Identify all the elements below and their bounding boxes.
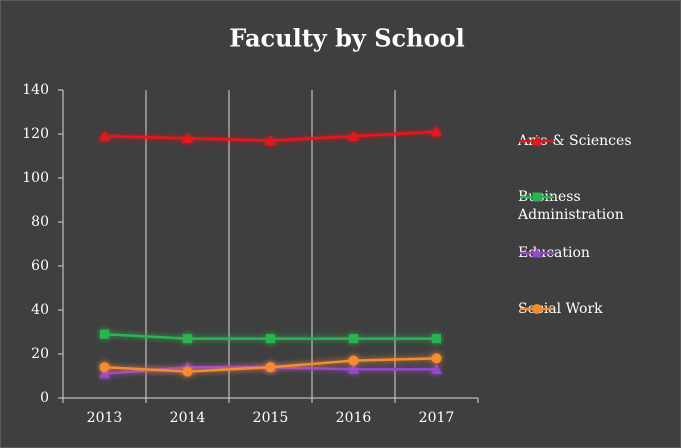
y-tick-label: 40: [31, 302, 49, 318]
marker: [348, 355, 359, 366]
marker: [349, 334, 358, 344]
marker: [266, 334, 275, 344]
x-tick-label: 2016: [336, 410, 372, 426]
marker: [99, 130, 110, 141]
marker: [183, 334, 192, 344]
marker: [431, 126, 442, 137]
legend-item: Education: [518, 244, 636, 262]
x-tick-label: 2014: [170, 410, 206, 426]
series: [99, 126, 442, 146]
marker: [265, 362, 276, 373]
y-tick-label: 0: [40, 390, 49, 406]
legend-marker: [532, 304, 542, 314]
y-tick-label: 80: [31, 214, 49, 230]
y-tick-label: 120: [22, 126, 49, 142]
series: [99, 353, 442, 377]
marker: [99, 368, 110, 379]
marker: [431, 363, 442, 374]
legend-marker: [531, 247, 543, 258]
legend-label: Arts & Sciences: [518, 133, 632, 149]
legend-item: Arts & Sciences: [518, 132, 636, 150]
x-tick-label: 2013: [87, 410, 123, 426]
legend-key: [520, 192, 554, 202]
y-tick-label: 140: [22, 82, 49, 98]
legend-item: Business Administration: [518, 188, 636, 224]
legend-key: [520, 135, 554, 146]
legend-marker: [532, 192, 542, 202]
legend-key: [520, 247, 554, 258]
y-tick-label: 20: [31, 346, 49, 362]
y-tick-label: 100: [22, 170, 49, 186]
marker: [431, 353, 442, 364]
legend-key: [520, 304, 554, 314]
legend-item: Social Work: [518, 300, 636, 318]
marker: [99, 362, 110, 373]
marker: [182, 366, 193, 377]
legend-marker: [531, 135, 543, 146]
marker: [432, 334, 441, 344]
marker: [265, 135, 276, 146]
marker: [182, 132, 193, 143]
y-tick-label: 60: [31, 258, 49, 274]
chart-title: Faculty by School: [229, 24, 464, 53]
marker: [100, 329, 109, 339]
series: [100, 329, 441, 344]
x-tick-label: 2015: [253, 410, 289, 426]
marker: [348, 130, 359, 141]
marker: [348, 363, 359, 374]
x-tick-label: 2017: [419, 410, 455, 426]
